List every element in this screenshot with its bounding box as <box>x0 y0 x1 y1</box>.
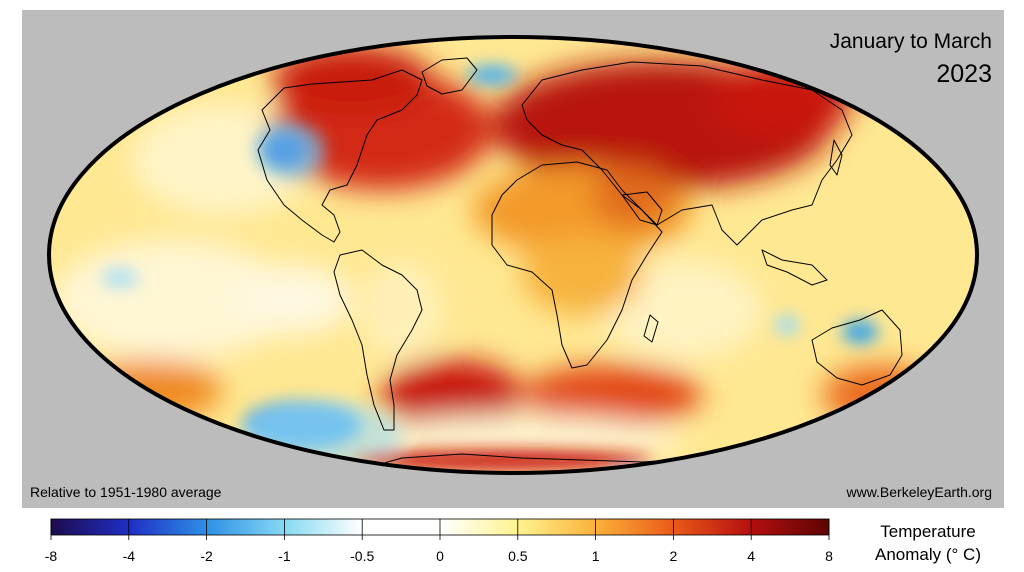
color-scale-legend: -8 -4 -2 -1 -0.5 0 0.5 1 2 4 8 <box>45 518 833 564</box>
africa-coast <box>491 161 663 369</box>
colorbar-tick-label: -1 <box>278 548 291 564</box>
colorbar-tick-label: 0 <box>436 548 444 564</box>
source-url: www.BerkeleyEarth.org <box>846 484 992 500</box>
arabia-coast <box>621 191 663 226</box>
colorbar-tick-label: 8 <box>825 548 833 564</box>
south-pacific-warm <box>822 365 942 425</box>
baseline-note: Relative to 1951-1980 average <box>30 484 222 500</box>
south-america-pale <box>362 260 442 360</box>
colorbar-tick-label: 1 <box>592 548 600 564</box>
temperature-anomaly-map <box>47 35 979 475</box>
greenland-coast <box>421 57 478 95</box>
colorbar-tick-label: -0.5 <box>350 548 374 564</box>
legend-title: Temperature Anomaly (° C) <box>838 520 1018 566</box>
western-na-cold-edge <box>255 122 325 178</box>
indonesia-cold <box>775 315 799 335</box>
southeast-asia-islands <box>761 249 828 286</box>
legend-title-line1: Temperature <box>880 522 976 541</box>
colorbar-tick-label: 4 <box>747 548 755 564</box>
colorbar-ticks: -8 -4 -2 -1 -0.5 0 0.5 1 2 4 8 <box>45 519 833 564</box>
antarctic-coast-warm <box>352 450 652 470</box>
north-america-coast <box>257 69 423 243</box>
japan-coast <box>829 139 843 176</box>
labrador-cold <box>467 65 517 85</box>
australia-coast <box>811 309 903 386</box>
madagascar-coast <box>643 314 659 343</box>
central-africa-orange <box>522 235 642 315</box>
south-indian-warm <box>522 365 702 425</box>
map-title-year: 2023 <box>936 60 992 88</box>
globe-outline <box>47 35 979 475</box>
map-panel: January to March 2023 Relative to 1951-1… <box>22 10 1004 508</box>
eurasia-coast <box>521 61 853 246</box>
colorbar-tick-label: 2 <box>670 548 678 564</box>
australia-cold <box>842 320 878 344</box>
colorbar-tick-label: -4 <box>123 548 136 564</box>
colorbar-tick-label: 0.5 <box>508 548 528 564</box>
colorbar-tick-label: -2 <box>200 548 213 564</box>
central-pacific-cold <box>102 268 138 288</box>
colorbar-tick-label: -8 <box>45 548 58 564</box>
siberia-warm <box>712 60 852 140</box>
antarctica-cold <box>610 472 654 473</box>
legend-title-line2: Anomaly (° C) <box>875 545 981 564</box>
east-pacific-pale <box>232 265 352 335</box>
indian-ocean-pale <box>602 260 762 360</box>
map-title-period: January to March <box>829 30 992 53</box>
new-zealand-coast <box>909 379 929 406</box>
south-atlantic-warm <box>382 360 522 430</box>
greenland-warm <box>272 45 432 115</box>
arabia-warm <box>592 165 672 225</box>
south-america-coast <box>333 249 423 431</box>
